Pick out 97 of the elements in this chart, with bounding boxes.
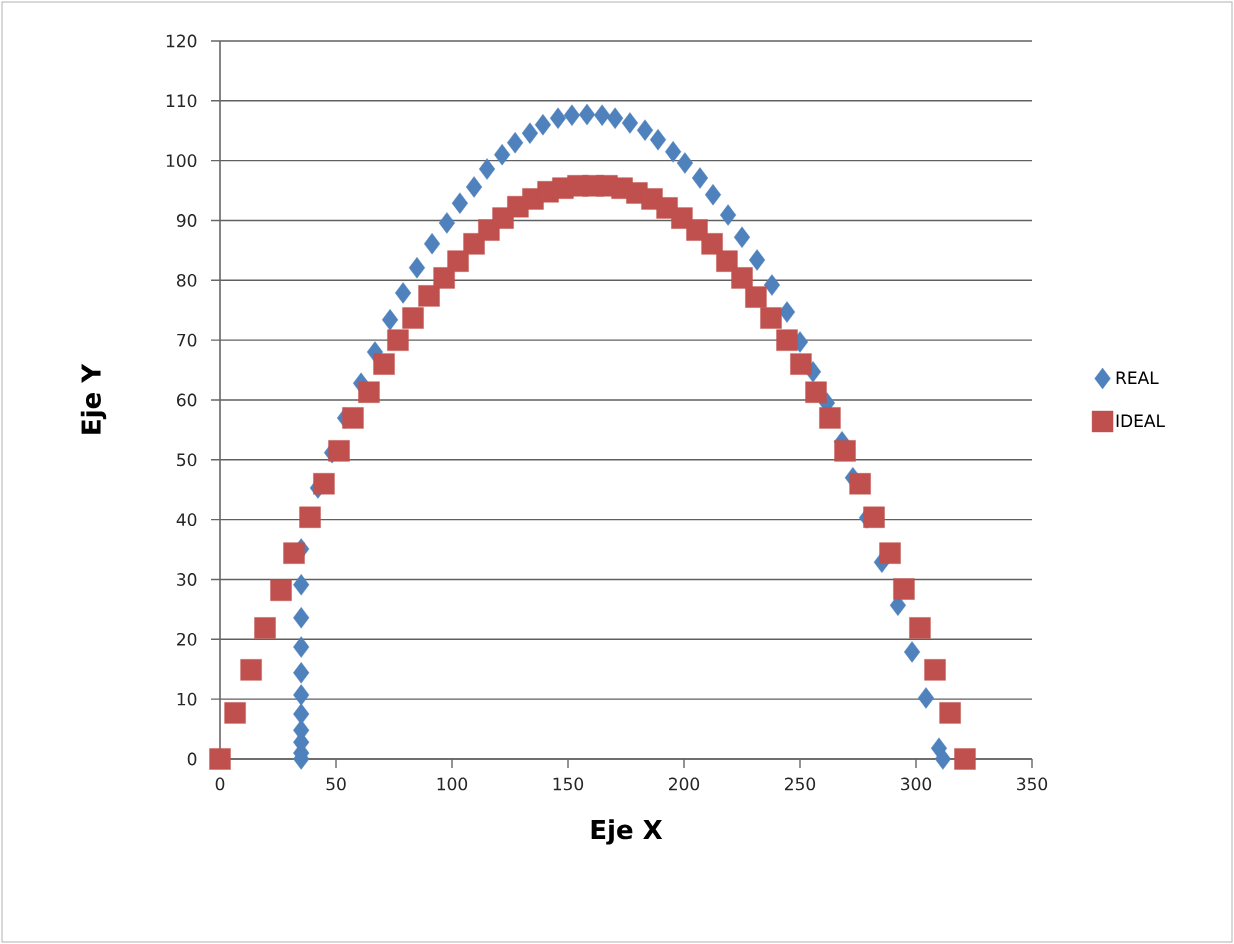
point (293, 703, 310, 725)
legend-label: REAL (1116, 371, 1159, 384)
y-tick-label: 20 (177, 632, 197, 646)
point (342, 407, 364, 429)
point (917, 687, 935, 709)
point (745, 286, 767, 308)
point (720, 204, 737, 226)
point (465, 176, 483, 198)
x-tick-label: 300 (901, 777, 932, 791)
point (433, 267, 455, 289)
point (451, 192, 468, 214)
point (507, 132, 524, 154)
point (607, 107, 624, 129)
point (594, 104, 611, 126)
point (270, 579, 292, 601)
point (676, 152, 694, 174)
y-tick-label: 60 (177, 393, 197, 407)
point (939, 702, 961, 724)
point (299, 506, 321, 528)
point (373, 353, 395, 375)
point (313, 473, 335, 495)
y-axis-title: Eje Y (80, 363, 107, 434)
y-tick-label: 70 (177, 333, 197, 347)
point (438, 212, 455, 234)
x-tick-label: 100 (437, 777, 468, 791)
point (716, 250, 738, 272)
point (649, 129, 667, 151)
point (447, 250, 469, 272)
point (924, 659, 946, 681)
point (423, 233, 441, 255)
x-tick-label: 200 (669, 777, 700, 791)
x-tick-label: 0 (215, 777, 225, 791)
point (563, 104, 581, 126)
x-tick-label: 50 (326, 777, 346, 791)
y-tick-label: 90 (176, 214, 197, 227)
point (494, 143, 511, 166)
point (293, 607, 310, 629)
point (521, 122, 539, 144)
point (254, 617, 276, 639)
x-tick-label: 350 (1017, 777, 1048, 791)
point (704, 184, 722, 206)
point (418, 285, 440, 307)
point (760, 307, 782, 329)
y-tick-label: 30 (177, 573, 197, 586)
point (293, 636, 310, 658)
x-axis-title: Eje X (591, 819, 663, 845)
point (534, 114, 552, 136)
point (691, 167, 709, 189)
point (293, 662, 310, 684)
point (834, 440, 856, 462)
point (731, 267, 753, 289)
point (408, 257, 426, 279)
point (819, 407, 841, 429)
point (636, 119, 654, 141)
point (776, 329, 798, 351)
point (283, 542, 305, 564)
point (733, 226, 751, 248)
point (863, 506, 885, 528)
point (749, 249, 766, 271)
point (240, 659, 262, 681)
point (293, 684, 310, 706)
legend-label: IDEAL (1116, 414, 1165, 427)
y-tick-label: 10 (177, 692, 197, 706)
y-tick-label: 80 (177, 273, 197, 287)
point (381, 309, 399, 331)
point (478, 158, 496, 180)
point (701, 233, 723, 255)
y-tick-label: 120 (166, 34, 197, 48)
point (387, 329, 409, 351)
y-tick-label: 40 (176, 513, 197, 527)
point (402, 307, 424, 329)
x-tick-label: 250 (785, 777, 816, 791)
point (805, 381, 827, 403)
point (394, 282, 412, 304)
point (893, 578, 915, 600)
x-tick-label: 150 (553, 777, 584, 791)
point (224, 702, 246, 724)
point (879, 542, 901, 564)
point (293, 574, 310, 596)
point (790, 353, 812, 375)
point (763, 274, 781, 296)
y-tick-label: 0 (187, 752, 197, 766)
point (328, 440, 350, 462)
point (934, 748, 951, 770)
y-tick-label: 110 (166, 94, 197, 108)
point (909, 617, 931, 639)
point (903, 641, 921, 663)
point (954, 748, 976, 770)
point (209, 748, 231, 770)
y-tick-label: 100 (166, 154, 197, 168)
point (849, 473, 871, 495)
point (665, 140, 682, 163)
point (549, 107, 567, 129)
point (358, 381, 380, 403)
point (578, 103, 596, 126)
point (621, 112, 639, 134)
y-tick-label: 50 (177, 453, 197, 467)
